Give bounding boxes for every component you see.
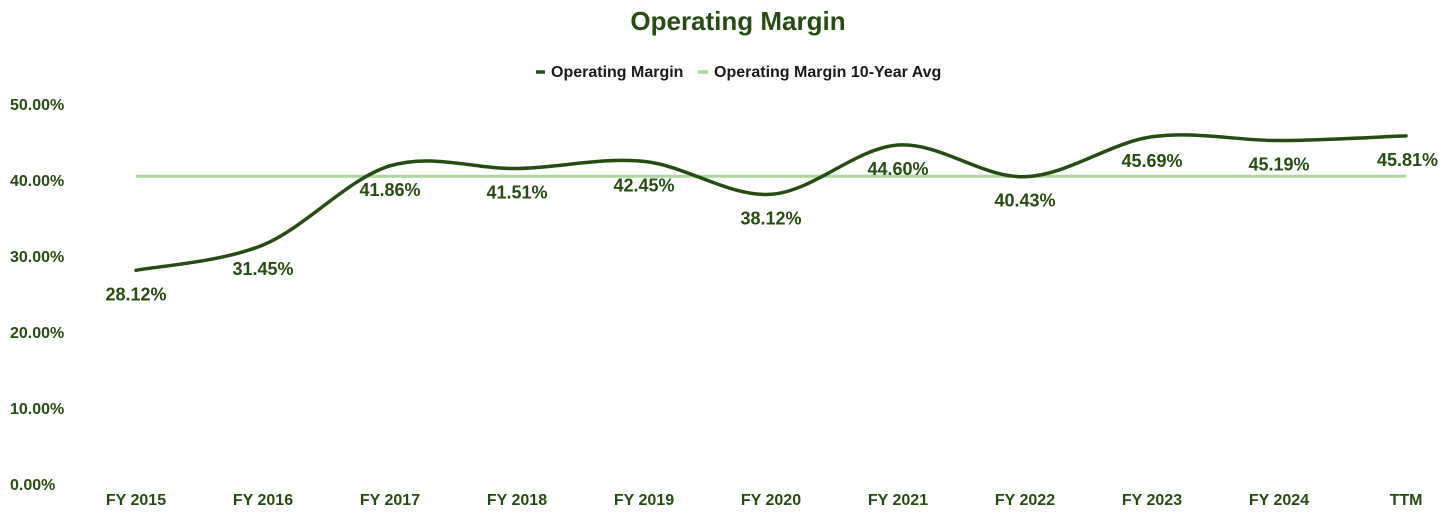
data-label: 42.45% — [613, 175, 674, 195]
data-label: 41.51% — [486, 183, 547, 203]
y-tick-label: 50.00% — [10, 97, 64, 114]
series-line-operating-margin — [134, 133, 1408, 273]
legend: Operating Margin Operating Margin 10-Yea… — [536, 64, 941, 81]
data-label: 45.19% — [1248, 155, 1309, 175]
data-label: 41.86% — [359, 180, 420, 200]
series-line-layer — [134, 133, 1408, 273]
data-label: 38.12% — [740, 208, 801, 228]
legend-label-operating-margin: Operating Margin — [551, 64, 683, 81]
y-tick-label: 20.00% — [10, 325, 64, 342]
data-label: 28.12% — [105, 284, 166, 304]
x-tick-label: TTM — [1390, 492, 1423, 509]
x-tick-label: FY 2019 — [614, 492, 674, 509]
x-tick-label: FY 2020 — [741, 492, 801, 509]
data-label: 40.43% — [994, 191, 1055, 211]
data-label: 45.81% — [1377, 150, 1438, 170]
y-tick-label: 30.00% — [10, 249, 64, 266]
x-tick-label: FY 2018 — [487, 492, 547, 509]
data-labels-layer: 28.12% 31.45% 41.86% 41.51% 42.45% 38.12% 44.6… — [105, 150, 1438, 304]
data-label: 45.69% — [1121, 151, 1182, 171]
legend-label-10-year-avg: Operating Margin 10-Year Avg — [714, 64, 941, 81]
legend-item-10-year-avg: Operating Margin 10-Year Avg — [698, 64, 941, 81]
chart-title: Operating Margin — [630, 6, 845, 36]
x-tick-label: FY 2023 — [1122, 492, 1182, 509]
x-tick-label: FY 2015 — [106, 492, 166, 509]
x-tick-label: FY 2016 — [233, 492, 293, 509]
y-tick-label: 40.00% — [10, 173, 64, 190]
legend-item-operating-margin: Operating Margin — [536, 64, 683, 81]
x-tick-label: FY 2017 — [360, 492, 420, 509]
x-tick-label: FY 2022 — [995, 492, 1055, 509]
x-tick-label: FY 2021 — [868, 492, 928, 509]
x-tick-label: FY 2024 — [1249, 492, 1309, 509]
data-label: 31.45% — [232, 259, 293, 279]
y-tick-label: 10.00% — [10, 401, 64, 418]
data-label: 44.60% — [867, 159, 928, 179]
x-axis: FY 2015 FY 2016 FY 2017 FY 2018 FY 2019 FY 20… — [106, 492, 1423, 509]
y-tick-label: 0.00% — [10, 477, 55, 494]
y-axis: 0.00% 10.00% 20.00% 30.00% 40.00% 50.00% — [10, 97, 64, 494]
